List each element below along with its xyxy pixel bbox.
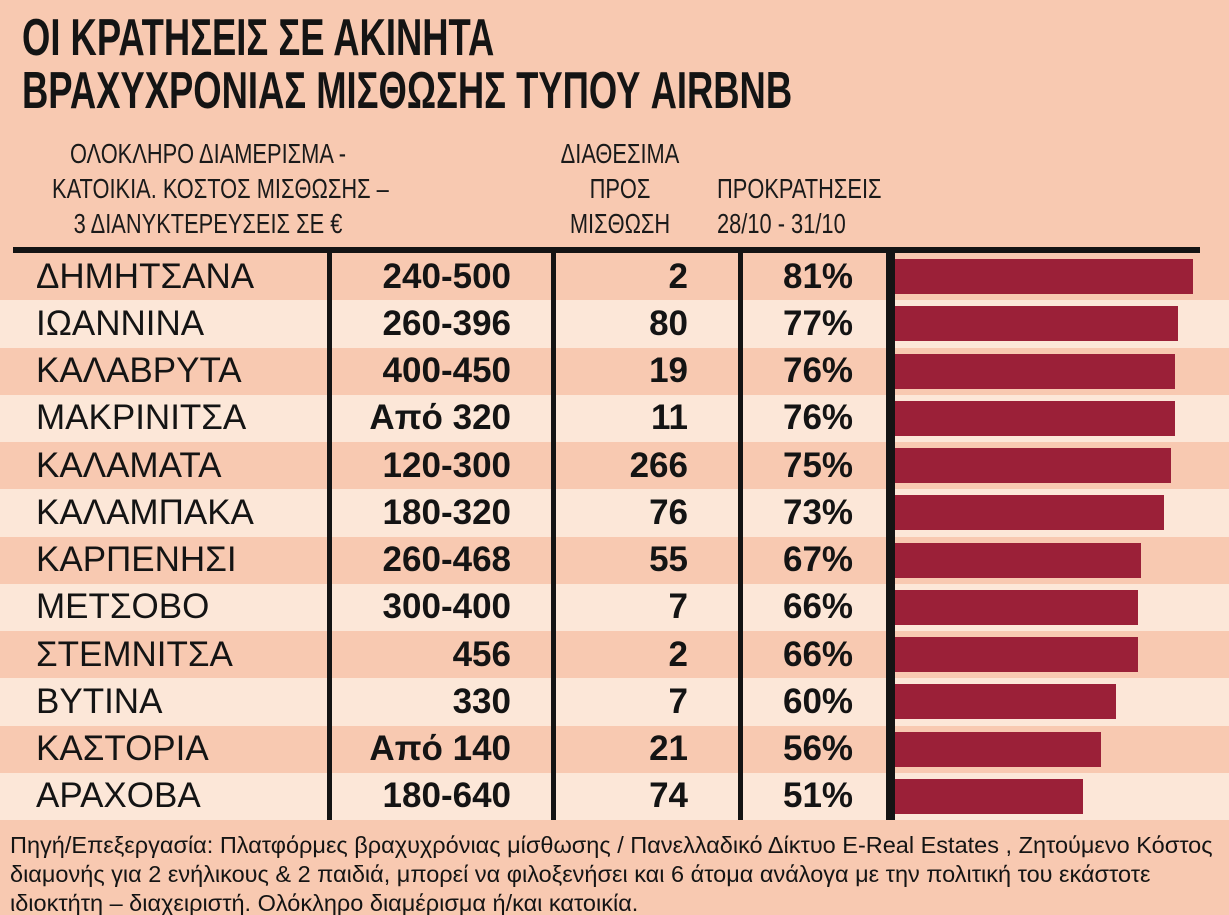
available-cell: 7 <box>668 587 688 627</box>
prebooked-pct-cell: 76% <box>783 398 854 438</box>
prebooked-bar <box>895 637 1138 673</box>
available-cell: 19 <box>649 351 688 391</box>
bookings-table: ΔΗΜΗΤΣΑΝΑ 240-500 2 81% ΙΩΑΝΝΙΝΑ 260-396… <box>0 253 1229 820</box>
available-cell: 7 <box>668 681 688 721</box>
price-cell: 260-468 <box>382 540 511 580</box>
available-column-header: ΔΙΑΘΕΣΙΜΑ ΠΡΟΣ ΜΙΣΘΩΣΗ <box>530 136 709 241</box>
column-divider-3 <box>738 250 743 820</box>
table-row: ΒΥΤΙΝΑ 330 7 60% <box>0 678 1229 726</box>
prebooked-pct-cell: 56% <box>783 729 854 769</box>
table-row: ΚΑΛΑΜΑΤΑ 120-300 266 75% <box>0 442 1229 489</box>
available-cell: 74 <box>649 776 688 816</box>
table-row: ΚΑΛΑΒΡΥΤΑ 400-450 19 76% <box>0 348 1229 395</box>
price-cell: 180-640 <box>382 776 511 816</box>
prebooked-pct-cell: 75% <box>783 445 854 485</box>
prebooked-pct-cell: 66% <box>783 634 854 674</box>
prebooked-bar <box>895 259 1193 295</box>
prebooked-pct-cell: 66% <box>783 587 854 627</box>
header-rule <box>13 247 1200 253</box>
location-cell: ΚΑΣΤΟΡΙΑ <box>36 729 209 769</box>
available-cell: 21 <box>649 729 688 769</box>
available-header-line-1: ΔΙΑΘΕΣΙΜΑ <box>560 138 680 169</box>
available-cell: 266 <box>629 445 688 485</box>
prebooked-bar <box>895 448 1171 484</box>
price-cell: Από 320 <box>369 398 511 438</box>
price-cell: 456 <box>452 634 511 674</box>
prebookings-header-line-1: ΠΡΟΚΡΑΤΗΣΕΙΣ <box>717 173 882 204</box>
prebooked-pct-cell: 60% <box>783 681 854 721</box>
prebooked-bar <box>895 542 1141 578</box>
table-row: ΙΩΑΝΝΙΝΑ 260-396 80 77% <box>0 300 1229 348</box>
prebooked-bar <box>895 400 1175 436</box>
available-cell: 80 <box>649 303 688 343</box>
location-cell: ΣΤΕΜΝΙΤΣΑ <box>36 634 233 674</box>
prebooked-pct-cell: 67% <box>783 540 854 580</box>
table-row: ΚΑΣΤΟΡΙΑ Από 140 21 56% <box>0 726 1229 773</box>
location-cell: ΙΩΑΝΝΙΝΑ <box>36 303 205 343</box>
table-row: ΑΡΑΧΟΒΑ 180-640 74 51% <box>0 772 1229 820</box>
title-line-1: ΟΙ ΚΡΑΤΗΣΕΙΣ ΣΕ ΑΚΙΝΗΤΑ <box>22 9 495 67</box>
table-row: ΚΑΛΑΜΠΑΚΑ 180-320 76 73% <box>0 489 1229 537</box>
available-cell: 11 <box>651 398 688 438</box>
location-cell: ΜΕΤΣΟΒΟ <box>36 587 210 627</box>
prebooked-bar <box>895 353 1175 389</box>
location-cell: ΒΥΤΙΝΑ <box>36 681 163 721</box>
location-cell: ΑΡΑΧΟΒΑ <box>36 776 201 816</box>
table-row: ΚΑΡΠΕΝΗΣΙ 260-468 55 67% <box>0 537 1229 584</box>
column-divider-2 <box>551 250 556 820</box>
prebooked-bar <box>895 778 1083 814</box>
available-header-line-2: ΠΡΟΣ <box>589 173 651 204</box>
price-cell: Από 140 <box>369 729 511 769</box>
prebooked-bar <box>895 306 1178 342</box>
location-cell: ΚΑΛΑΒΡΥΤΑ <box>36 351 242 391</box>
prebookings-header-line-2: 28/10 - 31/10 <box>717 208 846 239</box>
prebooked-pct-cell: 81% <box>783 256 854 296</box>
price-header-line-3: 3 ΔΙΑΝΥΚΤΕΡΕΥΣΕΙΣ ΣΕ € <box>73 208 343 239</box>
available-cell: 2 <box>668 634 688 674</box>
location-cell: ΚΑΛΑΜΠΑΚΑ <box>36 492 254 532</box>
prebooked-bar <box>895 495 1164 531</box>
available-cell: 2 <box>668 256 688 296</box>
table-row: ΣΤΕΜΝΙΤΣΑ 456 2 66% <box>0 631 1229 678</box>
infographic-title: ΟΙ ΚΡΑΤΗΣΕΙΣ ΣΕ ΑΚΙΝΗΤΑ ΒΡΑΧΥΧΡΟΝΙΑΣ ΜΙΣ… <box>22 12 792 118</box>
available-header-line-3: ΜΙΣΘΩΣΗ <box>569 208 671 239</box>
prebooked-bar <box>895 731 1101 767</box>
title-line-2: ΒΡΑΧΥΧΡΟΝΙΑΣ ΜΙΣΘΩΣΗΣ ΤΥΠΟΥ AIRBNB <box>22 62 793 120</box>
available-cell: 55 <box>649 540 688 580</box>
available-cell: 76 <box>649 492 688 532</box>
price-cell: 400-450 <box>382 351 511 391</box>
price-header-line-1: ΟΛΟΚΛΗΡΟ ΔΙΑΜΕΡΙΣΜΑ - <box>69 138 347 169</box>
location-cell: ΚΑΡΠΕΝΗΣΙ <box>36 540 237 580</box>
price-cell: 120-300 <box>382 445 511 485</box>
table-row: ΔΗΜΗΤΣΑΝΑ 240-500 2 81% <box>0 253 1229 300</box>
price-cell: 240-500 <box>382 256 511 296</box>
location-cell: ΜΑΚΡΙΝΙΤΣΑ <box>36 398 247 438</box>
prebookings-column-header: ΠΡΟΚΡΑΤΗΣΕΙΣ 28/10 - 31/10 <box>717 171 882 241</box>
bar-axis-line <box>886 250 895 820</box>
prebooked-pct-cell: 76% <box>783 351 854 391</box>
prebooked-bar <box>895 589 1138 625</box>
prebooked-pct-cell: 77% <box>783 303 854 343</box>
price-cell: 330 <box>452 681 511 721</box>
source-note: Πηγή/Επεξεργασία: Πλατφόρμες βραχυχρόνια… <box>10 832 1213 915</box>
price-column-header: ΟΛΟΚΛΗΡΟ ΔΙΑΜΕΡΙΣΜΑ - ΚΑΤΟΙΚΙΑ. ΚΟΣΤΟΣ Μ… <box>52 136 389 241</box>
table-row: ΜΕΤΣΟΒΟ 300-400 7 66% <box>0 583 1229 631</box>
column-divider-1 <box>327 250 332 820</box>
price-header-line-2: ΚΑΤΟΙΚΙΑ. ΚΟΣΤΟΣ ΜΙΣΘΩΣΗΣ – <box>52 173 389 204</box>
prebooked-bar <box>895 684 1116 720</box>
price-cell: 180-320 <box>382 492 511 532</box>
location-cell: ΚΑΛΑΜΑΤΑ <box>36 445 222 485</box>
prebooked-pct-cell: 51% <box>783 776 854 816</box>
location-cell: ΔΗΜΗΤΣΑΝΑ <box>36 256 255 296</box>
prebooked-pct-cell: 73% <box>783 492 854 532</box>
price-cell: 300-400 <box>382 587 511 627</box>
price-cell: 260-396 <box>382 303 511 343</box>
table-row: ΜΑΚΡΙΝΙΤΣΑ Από 320 11 76% <box>0 394 1229 442</box>
